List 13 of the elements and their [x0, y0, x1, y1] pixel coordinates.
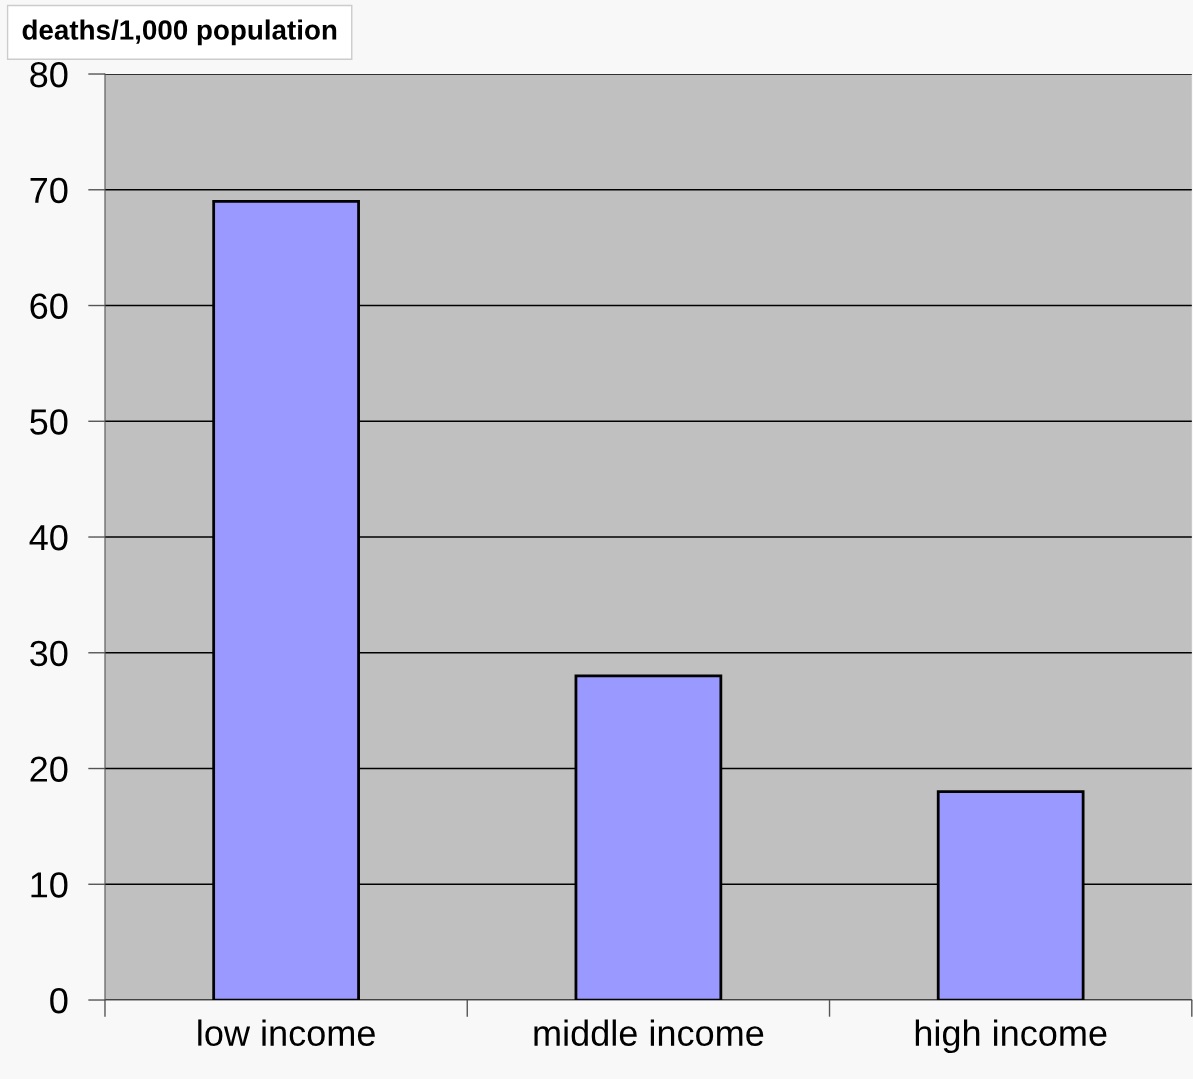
y-tick-label: 20: [30, 756, 68, 782]
y-tick-label: 40: [29, 524, 68, 551]
x-tick-label: low income: [198, 1019, 375, 1046]
y-tick-label: 30: [30, 640, 68, 667]
y-tick-label: 60: [30, 293, 68, 319]
y-axis-title: deaths/1,000 population: [22, 19, 337, 46]
y-tick-label: 50: [30, 409, 68, 435]
x-tick-label: middle income: [534, 1019, 764, 1046]
y-tick-label: 70: [30, 177, 68, 204]
x-tick-label: high income: [915, 1019, 1107, 1054]
y-tick-label: 0: [50, 987, 68, 1014]
y-tick-label: 80: [30, 61, 68, 88]
y-tick-label: 10: [31, 872, 68, 898]
